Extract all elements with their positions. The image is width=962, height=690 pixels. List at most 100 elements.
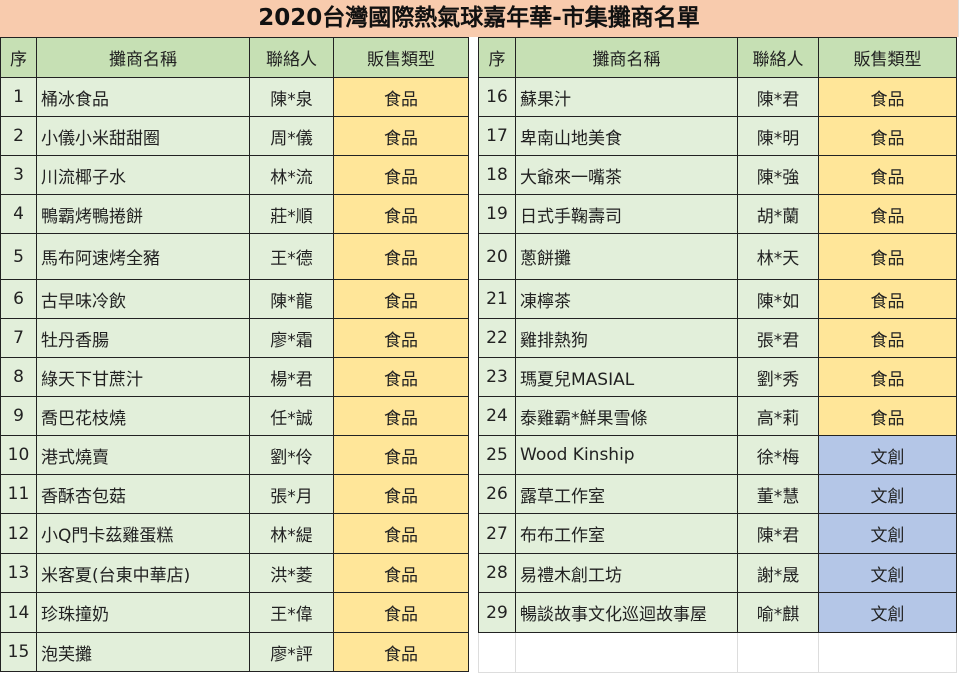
cell-no[interactable]: 29 xyxy=(478,592,516,633)
cell-vendor-name[interactable]: 桶冰食品 xyxy=(36,77,250,117)
cell-no[interactable]: 6 xyxy=(0,279,37,319)
cell-vendor-name[interactable]: 日式手鞠壽司 xyxy=(515,194,738,234)
cell-contact[interactable]: 洪*菱 xyxy=(249,553,334,593)
cell-contact[interactable]: 莊*順 xyxy=(249,194,334,234)
cell-vendor-name[interactable]: 港式燒賣 xyxy=(36,435,250,475)
cell-vendor-name[interactable]: Wood Kinship xyxy=(515,435,738,475)
cell-type[interactable]: 文創 xyxy=(818,592,957,633)
cell-contact[interactable]: 廖*評 xyxy=(249,632,334,672)
cell-no[interactable]: 15 xyxy=(0,632,37,672)
cell-vendor-name[interactable]: 喬巴花枝燒 xyxy=(36,396,250,436)
cell-vendor-name[interactable]: 鴨霸烤鴨捲餅 xyxy=(36,194,250,234)
empty-cell[interactable] xyxy=(818,632,957,673)
cell-no[interactable]: 16 xyxy=(478,77,516,117)
cell-vendor-name[interactable]: 凍檸茶 xyxy=(515,279,738,319)
cell-no[interactable]: 18 xyxy=(478,155,516,195)
cell-vendor-name[interactable]: 泰雞霸*鮮果雪條 xyxy=(515,396,738,436)
cell-type[interactable]: 文創 xyxy=(818,513,957,554)
header-vendor-name[interactable]: 攤商名稱 xyxy=(515,37,738,78)
cell-no[interactable]: 27 xyxy=(478,513,516,554)
cell-no[interactable]: 11 xyxy=(0,474,37,514)
empty-cell[interactable] xyxy=(515,632,738,673)
cell-no[interactable]: 9 xyxy=(0,396,37,436)
cell-contact[interactable]: 林*流 xyxy=(249,155,334,195)
cell-vendor-name[interactable]: 牡丹香腸 xyxy=(36,318,250,358)
cell-contact[interactable]: 喻*麒 xyxy=(737,592,819,633)
header-vendor-name[interactable]: 攤商名稱 xyxy=(36,37,250,78)
cell-no[interactable]: 7 xyxy=(0,318,37,358)
cell-no[interactable]: 20 xyxy=(478,233,516,280)
cell-type[interactable]: 食品 xyxy=(333,553,469,593)
cell-vendor-name[interactable]: 蔥餅攤 xyxy=(515,233,738,280)
cell-no[interactable]: 14 xyxy=(0,592,37,633)
cell-no[interactable]: 13 xyxy=(0,553,37,593)
cell-contact[interactable]: 陳*如 xyxy=(737,279,819,319)
cell-no[interactable]: 19 xyxy=(478,194,516,234)
cell-vendor-name[interactable]: 珍珠撞奶 xyxy=(36,592,250,633)
cell-vendor-name[interactable]: 布布工作室 xyxy=(515,513,738,554)
cell-vendor-name[interactable]: 露草工作室 xyxy=(515,474,738,514)
cell-no[interactable]: 28 xyxy=(478,553,516,593)
cell-vendor-name[interactable]: 川流椰子水 xyxy=(36,155,250,195)
cell-contact[interactable]: 王*偉 xyxy=(249,592,334,633)
cell-contact[interactable]: 陳*君 xyxy=(737,77,819,117)
cell-no[interactable]: 5 xyxy=(0,233,37,280)
cell-no[interactable]: 12 xyxy=(0,513,37,554)
cell-contact[interactable]: 廖*霜 xyxy=(249,318,334,358)
cell-type[interactable]: 食品 xyxy=(333,396,469,436)
cell-no[interactable]: 1 xyxy=(0,77,37,117)
cell-type[interactable]: 食品 xyxy=(818,396,957,436)
cell-vendor-name[interactable]: 易禮木創工坊 xyxy=(515,553,738,593)
cell-contact[interactable]: 董*慧 xyxy=(737,474,819,514)
cell-type[interactable]: 食品 xyxy=(333,77,469,117)
cell-vendor-name[interactable]: 蘇果汁 xyxy=(515,77,738,117)
cell-contact[interactable]: 張*月 xyxy=(249,474,334,514)
cell-no[interactable]: 22 xyxy=(478,318,516,358)
cell-vendor-name[interactable]: 小儀小米甜甜圈 xyxy=(36,116,250,156)
cell-type[interactable]: 食品 xyxy=(333,513,469,554)
cell-vendor-name[interactable]: 香酥杏包菇 xyxy=(36,474,250,514)
cell-type[interactable]: 食品 xyxy=(818,77,957,117)
cell-no[interactable]: 21 xyxy=(478,279,516,319)
cell-contact[interactable]: 陳*明 xyxy=(737,116,819,156)
cell-type[interactable]: 食品 xyxy=(333,279,469,319)
cell-type[interactable]: 食品 xyxy=(333,318,469,358)
cell-type[interactable]: 食品 xyxy=(333,116,469,156)
cell-vendor-name[interactable]: 綠天下甘蔗汁 xyxy=(36,357,250,397)
cell-type[interactable]: 食品 xyxy=(333,435,469,475)
cell-no[interactable]: 2 xyxy=(0,116,37,156)
cell-contact[interactable]: 謝*晟 xyxy=(737,553,819,593)
cell-type[interactable]: 食品 xyxy=(818,279,957,319)
cell-type[interactable]: 食品 xyxy=(818,155,957,195)
cell-vendor-name[interactable]: 小Q門卡茲雞蛋糕 xyxy=(36,513,250,554)
cell-type[interactable]: 食品 xyxy=(333,474,469,514)
cell-type[interactable]: 食品 xyxy=(818,233,957,280)
cell-type[interactable]: 文創 xyxy=(818,553,957,593)
header-contact[interactable]: 聯絡人 xyxy=(737,37,819,78)
cell-vendor-name[interactable]: 大爺來一嘴茶 xyxy=(515,155,738,195)
cell-vendor-name[interactable]: 雞排熱狗 xyxy=(515,318,738,358)
cell-contact[interactable]: 林*緹 xyxy=(249,513,334,554)
cell-contact[interactable]: 劉*秀 xyxy=(737,357,819,397)
cell-type[interactable]: 食品 xyxy=(818,194,957,234)
cell-type[interactable]: 文創 xyxy=(818,435,957,475)
header-type[interactable]: 販售類型 xyxy=(333,37,469,78)
cell-no[interactable]: 10 xyxy=(0,435,37,475)
header-type[interactable]: 販售類型 xyxy=(818,37,957,78)
header-no[interactable]: 序 xyxy=(0,37,37,78)
cell-contact[interactable]: 陳*泉 xyxy=(249,77,334,117)
cell-no[interactable]: 25 xyxy=(478,435,516,475)
cell-type[interactable]: 食品 xyxy=(333,632,469,672)
cell-contact[interactable]: 劉*伶 xyxy=(249,435,334,475)
cell-vendor-name[interactable]: 泡芙攤 xyxy=(36,632,250,672)
cell-contact[interactable]: 胡*蘭 xyxy=(737,194,819,234)
cell-vendor-name[interactable]: 馬布阿速烤全豬 xyxy=(36,233,250,280)
cell-contact[interactable]: 王*德 xyxy=(249,233,334,280)
cell-contact[interactable]: 陳*龍 xyxy=(249,279,334,319)
cell-type[interactable]: 食品 xyxy=(333,592,469,633)
cell-type[interactable]: 食品 xyxy=(818,116,957,156)
header-no[interactable]: 序 xyxy=(478,37,516,78)
cell-contact[interactable]: 徐*梅 xyxy=(737,435,819,475)
cell-type[interactable]: 食品 xyxy=(333,357,469,397)
cell-vendor-name[interactable]: 卑南山地美食 xyxy=(515,116,738,156)
